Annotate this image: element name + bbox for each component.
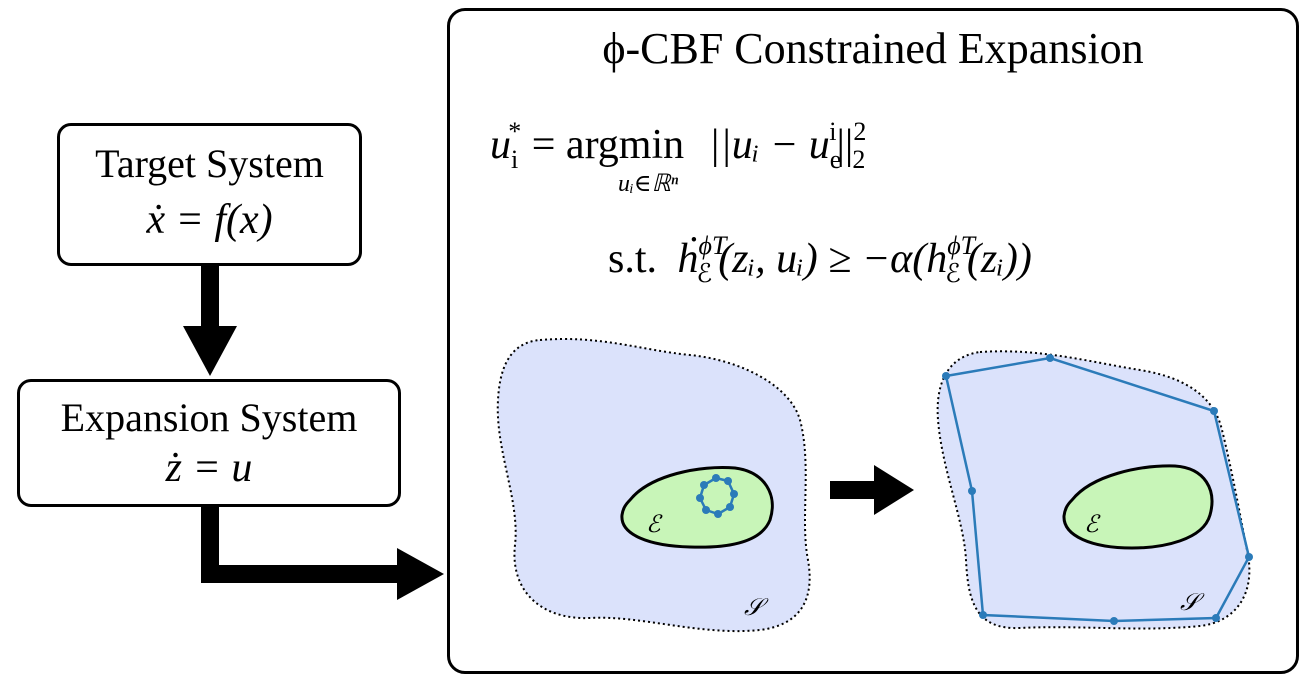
left-inner-label: ℰ [646,510,663,538]
objective-equation: ui* = argmin ||uᵢ − uei||22 [490,117,867,175]
constraint-h2-sub: ℰ [945,259,961,288]
constraint-args2: (zᵢ)) [966,236,1032,282]
objective-lhs-sub: i [511,145,519,174]
argmin-subscript: uᵢ∈ℝⁿ [618,171,679,197]
objective-cost: ||uᵢ − u [708,122,830,168]
left-polygon-vertices [696,474,738,518]
constraint-hdot: ḣ [677,236,699,282]
objective-lhs: u [490,122,511,168]
constraint-equation: s.t. ḣϕTℰ (zᵢ, uᵢ) ≥ −α(hϕTℰ (zᵢ)) [608,231,1032,289]
objective-norm-sub: 2 [852,145,866,174]
panel-title: ϕ-CBF Constrained Expansion [602,24,1144,73]
figure-transition-arrow [830,465,914,515]
objective-norm-sup: 2 [853,117,867,146]
right-inner-set [1062,464,1214,550]
constraint-st: s.t. [608,236,658,282]
constraint-h2-sup: ϕT [947,231,976,260]
target-system-box: Target System ẋ = f(x) [57,123,362,266]
right-polygon-vertices [942,354,1253,625]
constraint-h-sub: ℰ [696,259,713,288]
expansion-system-equation: ż = u [165,445,253,491]
objective-cost-sub: e [829,145,842,174]
expansion-system-title: Expansion System [60,395,358,440]
right-inner-label: ℰ [1084,510,1101,538]
constraint-h-sup: ϕT [698,231,727,260]
left-figure: ℰ 𝒮 [496,338,811,633]
objective-eq: = [531,122,556,168]
right-figure: ℰ 𝒮 [936,350,1253,630]
objective-cost-end: || [836,122,854,168]
objective-argmin: argmin [565,122,685,168]
target-system-equation: ẋ = f(x) [146,197,273,243]
target-system-title: Target System [95,141,324,186]
expansion-system-box: Expansion System ż = u [17,379,401,507]
arrow-target-to-expansion [183,266,237,376]
arrow-expansion-to-panel [201,507,444,600]
constraint-args: (zᵢ, uᵢ) ≥ −α(h [718,236,948,282]
objective-lhs-sup: * [508,117,522,146]
objective-cost-sup: i [829,117,837,146]
left-inner-set [620,466,774,549]
